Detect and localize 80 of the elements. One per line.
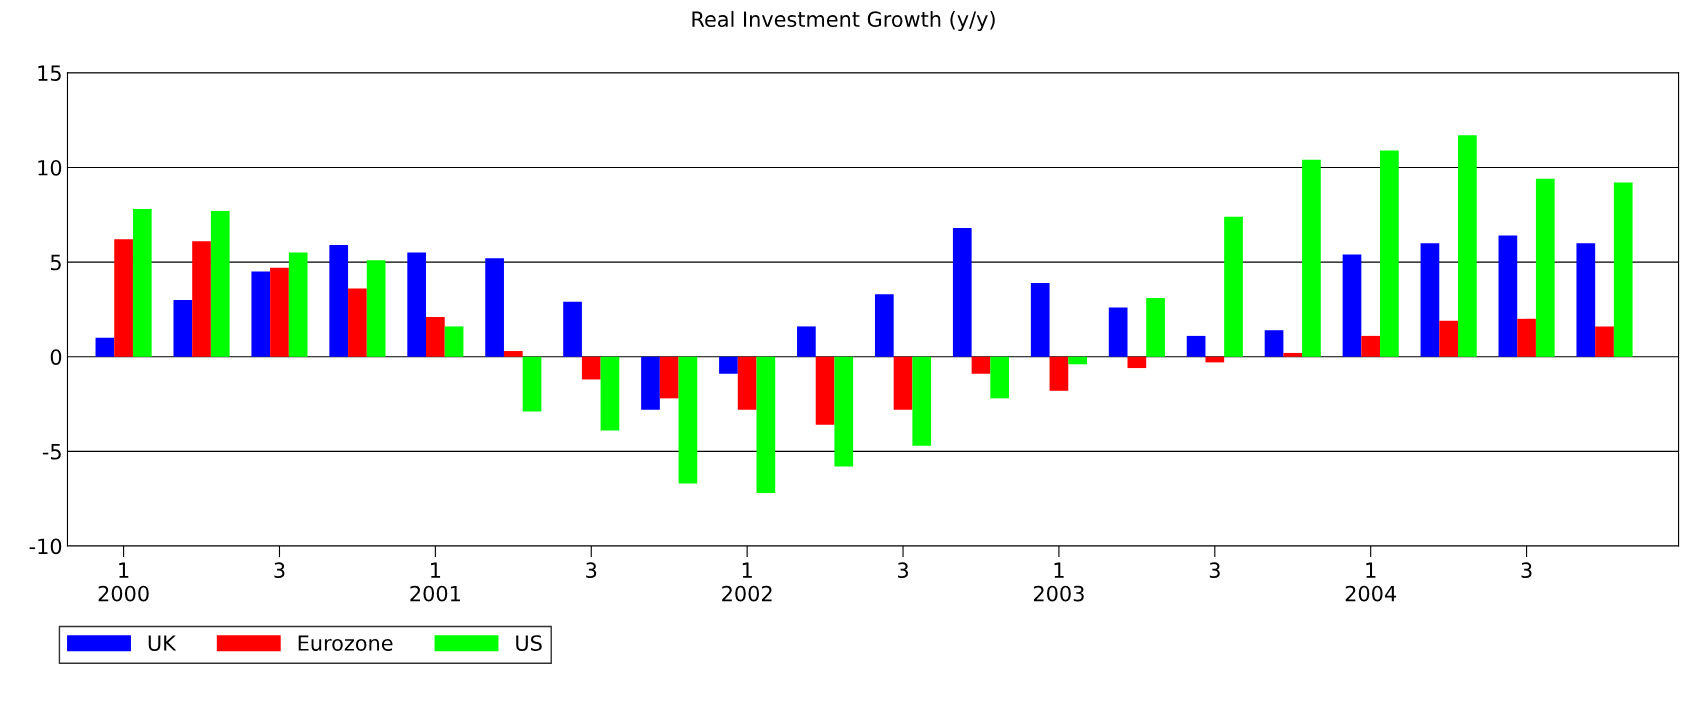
x-tick-label: 3 (1209, 562, 1220, 579)
bar (971, 356, 991, 374)
bar (1613, 182, 1633, 357)
bar (1380, 150, 1399, 357)
bar (797, 326, 816, 357)
bar (600, 356, 620, 431)
x-tick-label: 3 (897, 562, 908, 579)
bar (1127, 356, 1147, 369)
bar (173, 299, 193, 357)
bar (366, 260, 386, 357)
bar (1224, 216, 1243, 357)
legend-label: US (516, 635, 542, 651)
bar (1361, 335, 1381, 357)
bar (348, 288, 367, 357)
y-tick-label: -5 (42, 444, 61, 460)
bar (659, 356, 679, 399)
y-tick-label: 10 (38, 159, 62, 176)
bar (1457, 135, 1477, 357)
bar (1517, 318, 1536, 357)
x-tick-label: 1 2001 (410, 562, 460, 602)
bar (990, 356, 1010, 399)
bar (444, 326, 464, 357)
x-tick-label: 3 (586, 562, 597, 579)
bar (210, 210, 230, 357)
bar (1186, 335, 1206, 357)
bar (426, 316, 445, 357)
bar (1535, 178, 1555, 357)
bar (1146, 298, 1165, 357)
bar (251, 271, 271, 357)
x-tick-label: 1 2004 (1345, 562, 1397, 602)
y-tick-label: 15 (38, 65, 61, 82)
bar (912, 356, 932, 446)
bar (132, 209, 152, 357)
bar (1049, 356, 1069, 391)
bar (563, 301, 582, 357)
bar (1030, 282, 1050, 357)
bar (288, 252, 308, 357)
bar (1342, 254, 1362, 357)
bar (893, 356, 913, 410)
x-tick-label: 1 2000 (98, 562, 149, 602)
bar (1068, 356, 1087, 365)
bar (1420, 243, 1440, 357)
bar (737, 356, 757, 410)
bar (114, 239, 133, 357)
bar (581, 356, 601, 380)
x-tick-label: 1 2002 (722, 562, 772, 602)
x-tick-label: 3 (274, 562, 285, 579)
y-tick-label: -10 (29, 538, 62, 555)
bar (1205, 356, 1225, 363)
bar (834, 356, 854, 467)
bar (1595, 326, 1614, 357)
bar (952, 228, 972, 357)
bar (1498, 235, 1518, 357)
bar (503, 351, 523, 357)
bar (485, 258, 504, 357)
bar (329, 245, 349, 357)
bar (192, 241, 211, 357)
bar (1283, 352, 1303, 357)
bar (95, 337, 115, 357)
bar (1108, 307, 1128, 357)
bar (641, 356, 660, 410)
bar (522, 356, 542, 412)
bar (1576, 243, 1596, 357)
bar (407, 252, 427, 357)
bar (678, 356, 698, 484)
y-tick-label: 0 (50, 349, 62, 365)
y-tick-label: 5 (50, 254, 61, 271)
bar (815, 356, 835, 425)
chart-title: Real Investment Growth (y/y) (692, 10, 995, 32)
bar (756, 356, 776, 493)
bar (1302, 159, 1321, 357)
x-tick-label: 3 (1521, 562, 1532, 579)
bar (1264, 330, 1284, 357)
bar (1439, 320, 1458, 357)
bar (270, 267, 289, 357)
bar (719, 356, 738, 374)
legend-label: UK (148, 635, 177, 651)
x-tick-label: 1 2003 (1033, 562, 1084, 602)
bar (874, 294, 894, 357)
legend-label: Eurozone (298, 635, 393, 651)
